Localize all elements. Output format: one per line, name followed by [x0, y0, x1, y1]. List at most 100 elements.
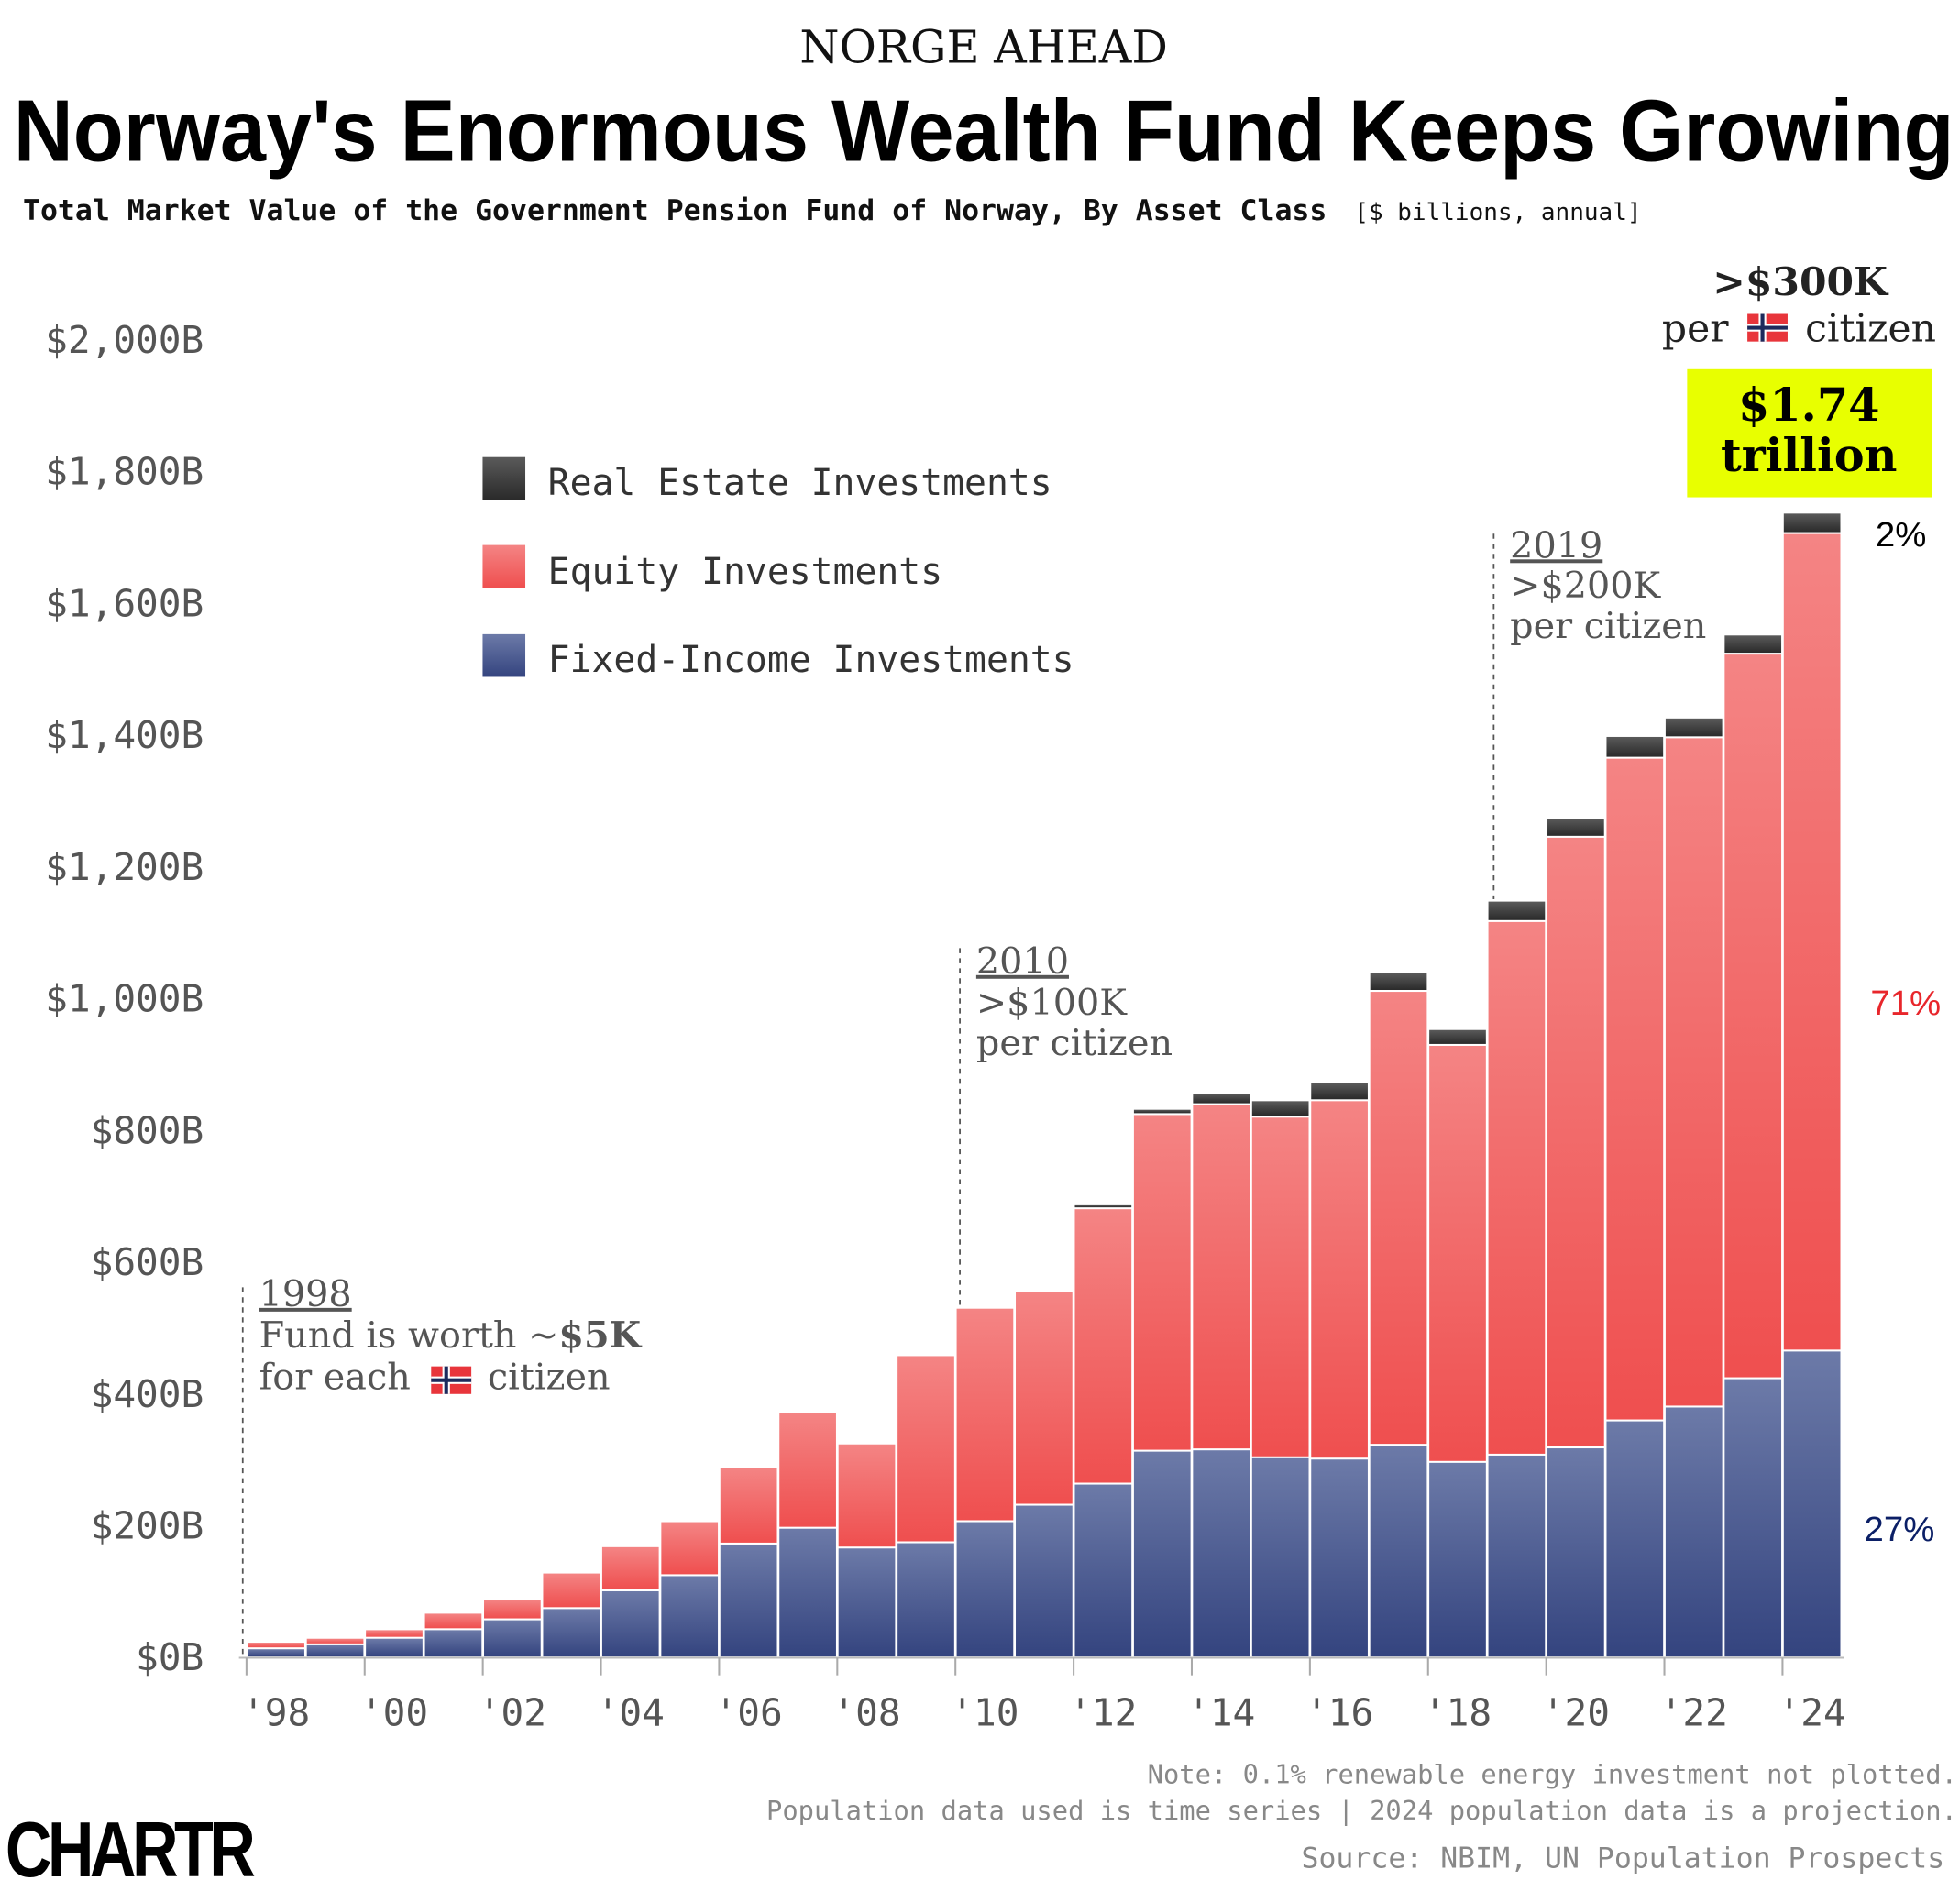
y-tick-label: $2,000B [45, 318, 204, 362]
chartr-logo: CHARTR [6, 1806, 255, 1880]
bar-fixed-income-2022 [1665, 1407, 1723, 1657]
bar-equity-2014 [1193, 1105, 1250, 1449]
footer-source: Source: NBIM, UN Population Prospects [1302, 1842, 1945, 1875]
bar-fixed-income-2000 [366, 1638, 423, 1657]
bar-equity-2010 [956, 1308, 1014, 1521]
subtitle: Total Market Value of the Government Pen… [23, 194, 1642, 227]
bar-equity-2008 [838, 1444, 896, 1547]
y-tick-label: $1,600B [45, 581, 204, 625]
annotation-2019: 2019 >$200K per citizen [1492, 524, 1706, 899]
bar-fixed-income-2017 [1370, 1446, 1427, 1657]
bar-fixed-income-2006 [720, 1544, 777, 1657]
bar-real-estate-2017 [1370, 973, 1427, 991]
bar-equity-2006 [720, 1468, 777, 1543]
annotation-2010-year: 2010 [976, 940, 1069, 983]
bar-real-estate-2014 [1193, 1094, 1250, 1104]
bar-equity-1999 [306, 1638, 364, 1644]
bar-real-estate-2019 [1488, 901, 1546, 920]
norway-flag-icon [431, 1366, 472, 1394]
subtitle-main: Total Market Value of the Government Pen… [23, 194, 1327, 227]
bar-equity-2001 [424, 1613, 482, 1629]
bar-equity-2002 [484, 1600, 541, 1619]
bar-fixed-income-2024 [1783, 1351, 1841, 1657]
share-equity: 71% [1870, 984, 1941, 1023]
annotation-1998-year: 1998 [259, 1273, 352, 1315]
x-tick-label: '10 [951, 1690, 1019, 1734]
total-value-line1: $1.74 [1738, 379, 1879, 432]
annotation-1998-line2: for each [259, 1356, 411, 1398]
legend-label-equity: Equity Investments [548, 551, 942, 593]
bar-fixed-income-2018 [1429, 1462, 1486, 1657]
annotation-2010-line1: >$100K [976, 982, 1128, 1024]
y-tick-label: $1,200B [45, 845, 204, 889]
y-tick-label: $1,400B [45, 713, 204, 757]
x-tick-label: '16 [1305, 1690, 1373, 1734]
y-tick-label: $600B [91, 1240, 204, 1284]
footer-note-2: Population data used is time series | 20… [766, 1795, 1957, 1826]
x-tick-label: '12 [1069, 1690, 1137, 1734]
annotation-2024-line1: >$300K [1712, 259, 1889, 305]
footer-note-1: Note: 0.1% renewable energy investment n… [1148, 1759, 1957, 1790]
bar-equity-2015 [1251, 1117, 1309, 1457]
annotation-2024-line2-post: citizen [1805, 307, 1936, 352]
bar-equity-2022 [1665, 738, 1723, 1406]
legend-swatch-fixed-income [482, 633, 526, 677]
y-tick-label: $1,800B [45, 450, 204, 494]
bar-fixed-income-2002 [484, 1620, 541, 1657]
bar-fixed-income-2009 [897, 1543, 954, 1657]
bar-equity-2021 [1606, 758, 1664, 1420]
x-axis: '98 '00 '02 '04 '06 '08 '10 '12 '14 '16 '18 '20 '22 '… [242, 1657, 1846, 1734]
bar-equity-2000 [366, 1630, 423, 1637]
page-title: Norway's Enormous Wealth Fund Keeps Grow… [14, 82, 1954, 180]
share-real-estate: 2% [1876, 515, 1926, 555]
bar-equity-2016 [1311, 1101, 1368, 1458]
kicker: NORGE AHEAD [799, 21, 1168, 74]
bar-equity-2020 [1547, 837, 1604, 1446]
bar-fixed-income-2023 [1724, 1379, 1782, 1657]
y-tick-label: $0B [136, 1635, 204, 1679]
x-tick-label: '98 [242, 1690, 310, 1734]
y-tick-label: $1,000B [45, 977, 204, 1021]
y-tick-label: $800B [91, 1108, 204, 1152]
annotation-2010-line2: per citizen [976, 1022, 1173, 1064]
bar-fixed-income-2014 [1193, 1450, 1250, 1657]
bars [248, 513, 1841, 1657]
total-value-line2: trillion [1721, 429, 1897, 482]
bar-fixed-income-2011 [1016, 1505, 1073, 1657]
y-axis: $0B $200B $400B $600B $800B $1,000B $1,200B $1,… [45, 318, 204, 1679]
svg-text:Fund is worth ~$5K: Fund is worth ~$5K [259, 1314, 643, 1357]
bar-real-estate-2013 [1133, 1109, 1191, 1114]
bar-equity-2018 [1429, 1045, 1486, 1461]
annotation-1998-line1: Fund is worth ~ [259, 1314, 559, 1357]
bar-fixed-income-2021 [1606, 1421, 1664, 1657]
bar-equity-2009 [897, 1356, 954, 1542]
bar-real-estate-2021 [1606, 736, 1664, 757]
x-tick-label: '06 [715, 1690, 783, 1734]
x-tick-label: '00 [360, 1690, 428, 1734]
bar-equity-2024 [1783, 533, 1841, 1350]
x-tick-label: '14 [1187, 1690, 1255, 1734]
bar-equity-2004 [601, 1546, 659, 1589]
bar-fixed-income-2013 [1133, 1451, 1191, 1657]
bar-real-estate-2016 [1311, 1083, 1368, 1100]
y-tick-label: $400B [91, 1372, 204, 1416]
bar-real-estate-2024 [1783, 513, 1841, 533]
bar-fixed-income-2004 [601, 1590, 659, 1657]
annotation-2019-line2: per citizen [1510, 605, 1706, 647]
bar-equity-2007 [779, 1413, 836, 1527]
bar-fixed-income-2016 [1311, 1459, 1368, 1657]
bar-fixed-income-1999 [306, 1644, 364, 1657]
bar-fixed-income-2008 [838, 1548, 896, 1657]
x-tick-label: '24 [1778, 1690, 1846, 1734]
annotation-1998: 1998 Fund is worth ~$5K for each citizen [241, 1273, 643, 1655]
bar-equity-2019 [1488, 921, 1546, 1454]
bar-equity-2013 [1133, 1115, 1191, 1450]
norway-flag-icon [1747, 313, 1788, 342]
bar-fixed-income-2010 [956, 1522, 1014, 1657]
annotation-2024: >$300K per citizen [1662, 259, 1936, 352]
bar-equity-2005 [661, 1522, 719, 1575]
x-tick-label: '18 [1424, 1690, 1492, 1734]
x-tick-label: '22 [1660, 1690, 1728, 1734]
legend-label-fixed-income: Fixed-Income Investments [548, 639, 1074, 681]
